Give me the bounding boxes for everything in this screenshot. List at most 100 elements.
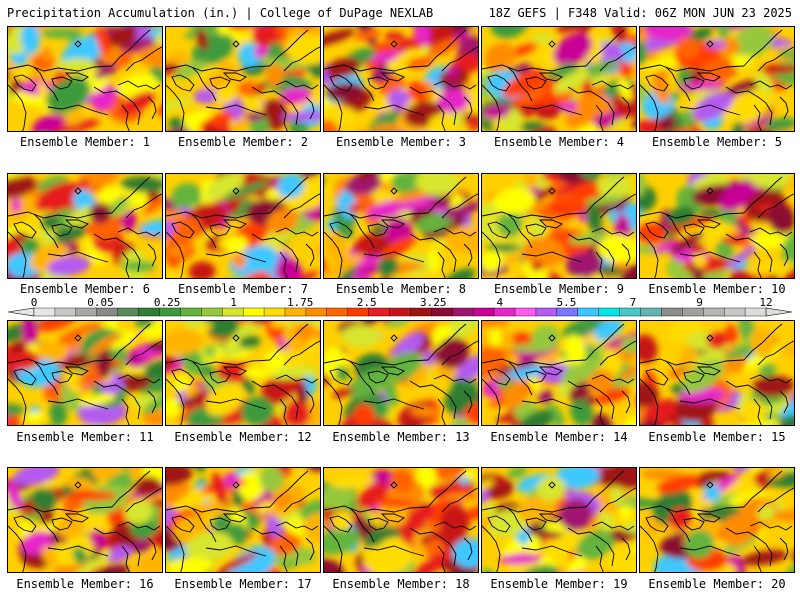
colorbar-max-arrow — [765, 307, 793, 317]
precip-map — [482, 27, 636, 131]
ensemble-member-panel — [481, 320, 637, 426]
ensemble-member-panel — [481, 26, 637, 132]
ensemble-member-label: Ensemble Member: 13 — [332, 430, 470, 444]
colorbar-bin — [117, 307, 140, 317]
colorbar-bin — [556, 307, 579, 317]
colorbar-bin — [33, 307, 56, 317]
colorbar-min-arrow — [7, 307, 35, 317]
precip-map — [640, 468, 794, 572]
colorbar-bin — [305, 307, 328, 317]
ensemble-member-label: Ensemble Member: 5 — [651, 135, 783, 149]
colorbar-tick-label: 5.5 — [556, 296, 576, 309]
colorbar-tick-label: 7 — [630, 296, 637, 309]
precip-map — [482, 321, 636, 425]
colorbar-tick-label: 4 — [496, 296, 503, 309]
colorbar-bin — [703, 307, 725, 317]
ensemble-member-panel — [481, 467, 637, 573]
precip-map — [640, 27, 794, 131]
precip-map — [166, 468, 320, 572]
colorbar-tick-label: 0 — [31, 296, 38, 309]
ensemble-member-label: Ensemble Member: 16 — [16, 577, 154, 591]
colorbar-bin — [598, 307, 621, 317]
colorbar-bin — [661, 307, 683, 317]
precip-map — [8, 174, 162, 278]
colorbar-bin — [54, 307, 77, 317]
ensemble-member-panel — [639, 26, 795, 132]
ensemble-member-panel — [7, 320, 163, 426]
precip-map — [8, 321, 162, 425]
colorbar-tick-label: 1.75 — [287, 296, 314, 309]
colorbar-bin — [744, 307, 767, 317]
precip-map — [640, 321, 794, 425]
precip-map — [324, 468, 478, 572]
ensemble-member-label: Ensemble Member: 19 — [490, 577, 628, 591]
colorbar-tick-label: 9 — [696, 296, 703, 309]
colorbar-bin — [222, 307, 244, 317]
chart-title: Precipitation Accumulation (in.) | Colle… — [7, 6, 434, 20]
ensemble-member-panel — [639, 467, 795, 573]
ensemble-member-label: Ensemble Member: 2 — [177, 135, 309, 149]
ensemble-member-label: Ensemble Member: 11 — [16, 430, 154, 444]
ensemble-member-panel — [7, 26, 163, 132]
ensemble-member-panel — [481, 173, 637, 279]
ensemble-member-label: Ensemble Member: 4 — [493, 135, 625, 149]
colorbar-tick-label: 12 — [759, 296, 772, 309]
colorbar-bin — [577, 307, 600, 317]
ensemble-member-panel — [165, 467, 321, 573]
colorbar-bin — [452, 307, 474, 317]
colorbar-bin — [326, 307, 349, 317]
colorbar-bin — [368, 307, 391, 317]
ensemble-member-panel — [323, 467, 479, 573]
colorbar-bin — [347, 307, 370, 317]
ensemble-member-label: Ensemble Member: 12 — [174, 430, 312, 444]
precip-map — [166, 27, 320, 131]
ensemble-member-panel — [165, 320, 321, 426]
colorbar-bin — [410, 307, 432, 317]
colorbar-bin — [682, 307, 704, 317]
colorbar-bin — [180, 307, 202, 317]
colorbar-tick-label: 0.25 — [154, 296, 181, 309]
precip-map — [324, 321, 478, 425]
ensemble-member-label: Ensemble Member: 18 — [332, 577, 470, 591]
colorbar-bin — [389, 307, 412, 317]
precip-map — [640, 174, 794, 278]
precip-colorbar: 0 0.05 0.25 1 1.75 2.5 3.25 4 5.5 7 9 12 — [7, 296, 793, 317]
ensemble-member-panel — [323, 173, 479, 279]
colorbar-bin — [535, 307, 558, 317]
ensemble-member-label: Ensemble Member: 6 — [19, 282, 151, 296]
ensemble-member-label: Ensemble Member: 17 — [174, 577, 312, 591]
colorbar-bin — [263, 307, 286, 317]
colorbar-bin — [473, 307, 495, 317]
colorbar-bin — [514, 307, 537, 317]
precip-map — [166, 321, 320, 425]
ensemble-member-label: Ensemble Member: 3 — [335, 135, 467, 149]
ensemble-member-label: Ensemble Member: 20 — [648, 577, 786, 591]
colorbar-bin — [159, 307, 182, 317]
ensemble-member-label: Ensemble Member: 14 — [490, 430, 628, 444]
model-valid-time: 18Z GEFS | F348 Valid: 06Z MON JUN 23 20… — [488, 6, 792, 20]
precip-map — [166, 174, 320, 278]
ensemble-member-panel — [639, 320, 795, 426]
colorbar-bin — [723, 307, 746, 317]
colorbar-bin — [96, 307, 119, 317]
ensemble-member-label: Ensemble Member: 9 — [493, 282, 625, 296]
ensemble-member-label: Ensemble Member: 7 — [177, 282, 309, 296]
colorbar-tick-label: 1 — [230, 296, 237, 309]
precip-map — [482, 468, 636, 572]
colorbar-tick-label: 0.05 — [87, 296, 114, 309]
precip-map — [8, 468, 162, 572]
colorbar-tick-label: 3.25 — [420, 296, 447, 309]
colorbar-bin — [640, 307, 663, 317]
ensemble-member-label: Ensemble Member: 8 — [335, 282, 467, 296]
colorbar-tick-label: 2.5 — [357, 296, 377, 309]
ensemble-member-panel — [7, 467, 163, 573]
colorbar-bin — [284, 307, 307, 317]
ensemble-member-panel — [165, 173, 321, 279]
colorbar-bin — [75, 307, 98, 317]
colorbar-bin — [431, 307, 453, 317]
ensemble-member-panel — [323, 26, 479, 132]
colorbar-bin — [242, 307, 265, 317]
ensemble-member-label: Ensemble Member: 1 — [19, 135, 151, 149]
ensemble-member-panel — [7, 173, 163, 279]
precip-map — [8, 27, 162, 131]
